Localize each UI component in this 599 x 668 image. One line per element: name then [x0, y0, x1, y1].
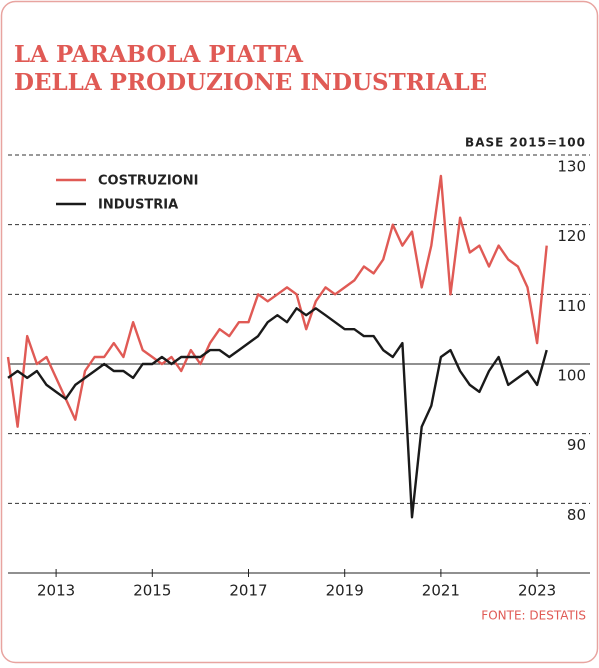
y-tick-label: 90	[567, 436, 586, 454]
legend-label: INDUSTRIA	[98, 198, 178, 213]
y-tick-label: 120	[557, 227, 586, 245]
x-tick-label: 2015	[133, 582, 171, 600]
series-line	[6, 174, 548, 428]
chart-title: DELLA PRODUZIONE INDUSTRIALE	[14, 69, 487, 96]
y-tick-label: 110	[557, 297, 586, 315]
source: FONTE: DESTATIS	[481, 609, 586, 623]
y-tick-label: 130	[557, 158, 586, 176]
x-tick-label: 2013	[37, 582, 75, 600]
x-tick-label: 2017	[229, 582, 267, 600]
x-tick-label: 2023	[518, 582, 556, 600]
x-tick-label: 2019	[326, 582, 364, 600]
y-tick-label: 80	[567, 506, 586, 524]
x-tick-label: 2021	[422, 582, 460, 600]
y-tick-label: 100	[557, 367, 586, 385]
legend-label: COSTRUZIONI	[98, 174, 198, 189]
series-line	[7, 307, 548, 519]
base-note: BASE 2015=100	[465, 136, 586, 150]
chart-title: LA PARABOLA PIATTA	[14, 41, 304, 68]
